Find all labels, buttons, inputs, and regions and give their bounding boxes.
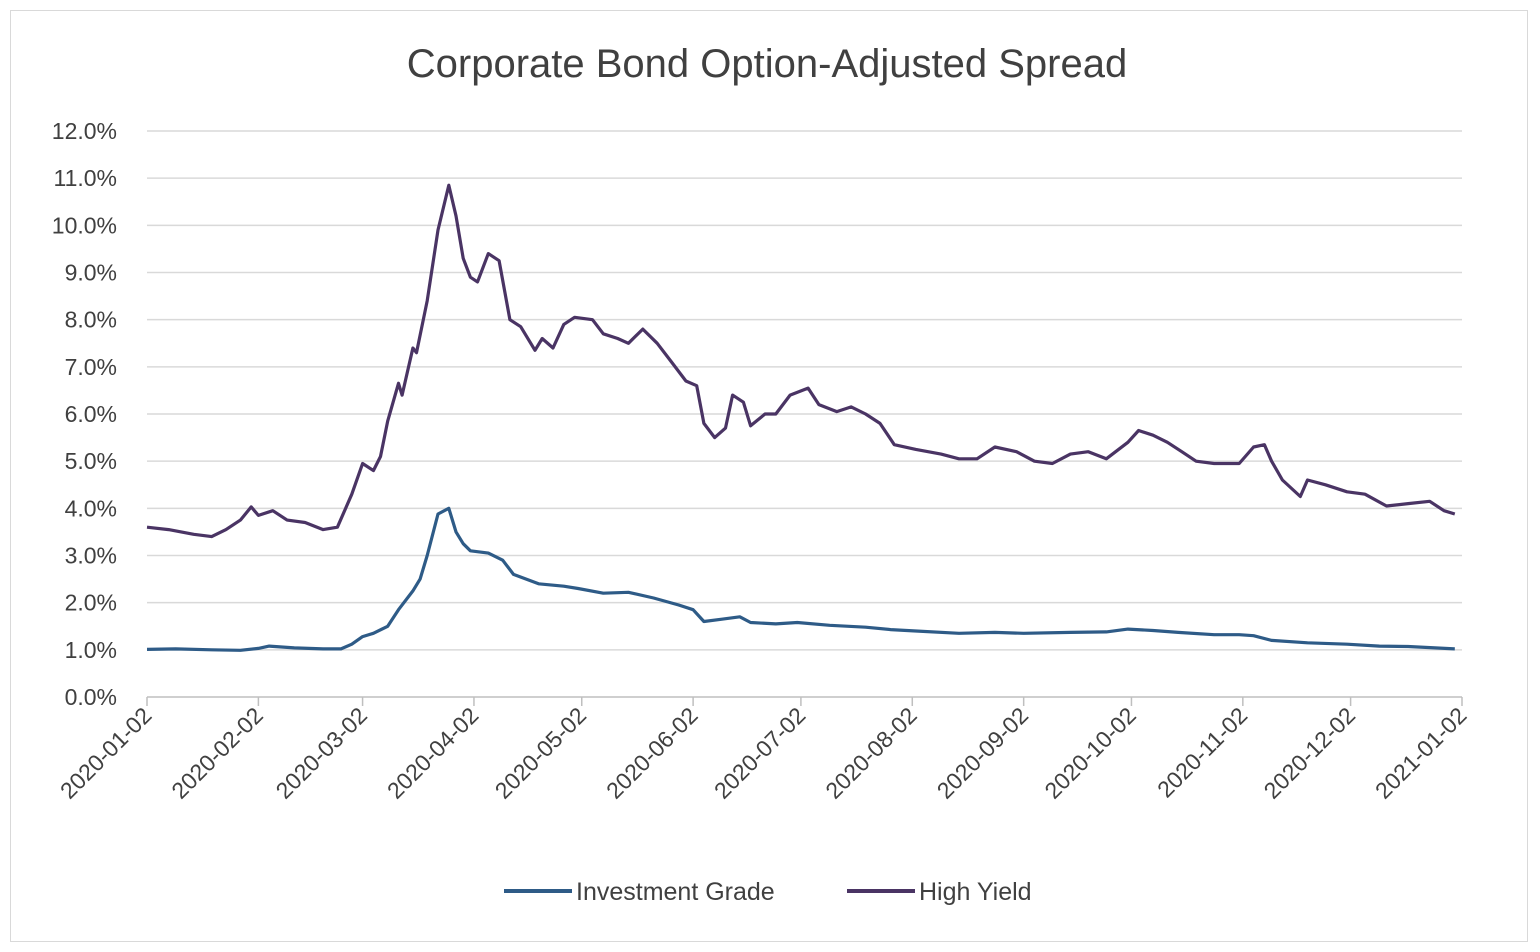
x-tick-label: 2020-06-02: [601, 702, 703, 804]
y-tick-label: 8.0%: [65, 307, 117, 333]
y-tick-label: 4.0%: [65, 495, 117, 521]
y-tick-label: 12.0%: [52, 118, 117, 144]
x-tick-label: 2020-09-02: [932, 702, 1034, 804]
x-tick-label: 2020-08-02: [820, 702, 922, 804]
y-tick-label: 5.0%: [65, 448, 117, 474]
y-tick-label: 9.0%: [65, 260, 117, 286]
x-tick-label: 2020-02-02: [166, 702, 268, 804]
x-tick-label: 2020-04-02: [382, 702, 484, 804]
chart-frame: [10, 10, 1528, 942]
y-tick-label: 11.0%: [53, 165, 117, 191]
series-line-investment-grade: [146, 506, 1455, 652]
x-tick-label: 2020-07-02: [709, 702, 811, 804]
y-tick-label: 7.0%: [65, 354, 117, 380]
y-axis-ticks: 0.0% 1.0% 2.0% 3.0% 4.0% 5.0% 6.0% 7.0% 8.0% 9.0%…: [52, 118, 117, 710]
x-tick-label: 2021-01-02: [1370, 702, 1472, 804]
x-tick-label: 2020-01-02: [55, 702, 157, 804]
chart-title: Corporate Bond Option-Adjusted Spread: [407, 42, 1127, 86]
series-group: [146, 183, 1456, 652]
x-axis: 2020-01-02 2020-02-02 2020-03-02 2020-04-02…: [55, 697, 1472, 804]
y-tick-label: 10.0%: [52, 212, 117, 238]
x-tick-label: 2020-10-02: [1039, 702, 1141, 804]
legend: Investment Grade High Yield: [504, 878, 1032, 906]
legend-label: Investment Grade: [576, 878, 775, 906]
x-tick-label: 2020-12-02: [1259, 702, 1361, 804]
x-tick-label: 2020-03-02: [271, 702, 373, 804]
y-tick-label: 1.0%: [65, 637, 117, 663]
gridlines: [147, 130, 1462, 698]
series-line-high-yield: [146, 183, 1456, 539]
y-tick-label: 0.0%: [65, 684, 117, 710]
x-tick-label: 2020-11-02: [1152, 702, 1252, 802]
x-tick-label: 2020-05-02: [490, 702, 592, 804]
y-tick-label: 3.0%: [65, 543, 117, 569]
legend-label: High Yield: [919, 878, 1032, 906]
y-tick-label: 2.0%: [65, 590, 117, 616]
y-tick-label: 6.0%: [65, 401, 117, 427]
